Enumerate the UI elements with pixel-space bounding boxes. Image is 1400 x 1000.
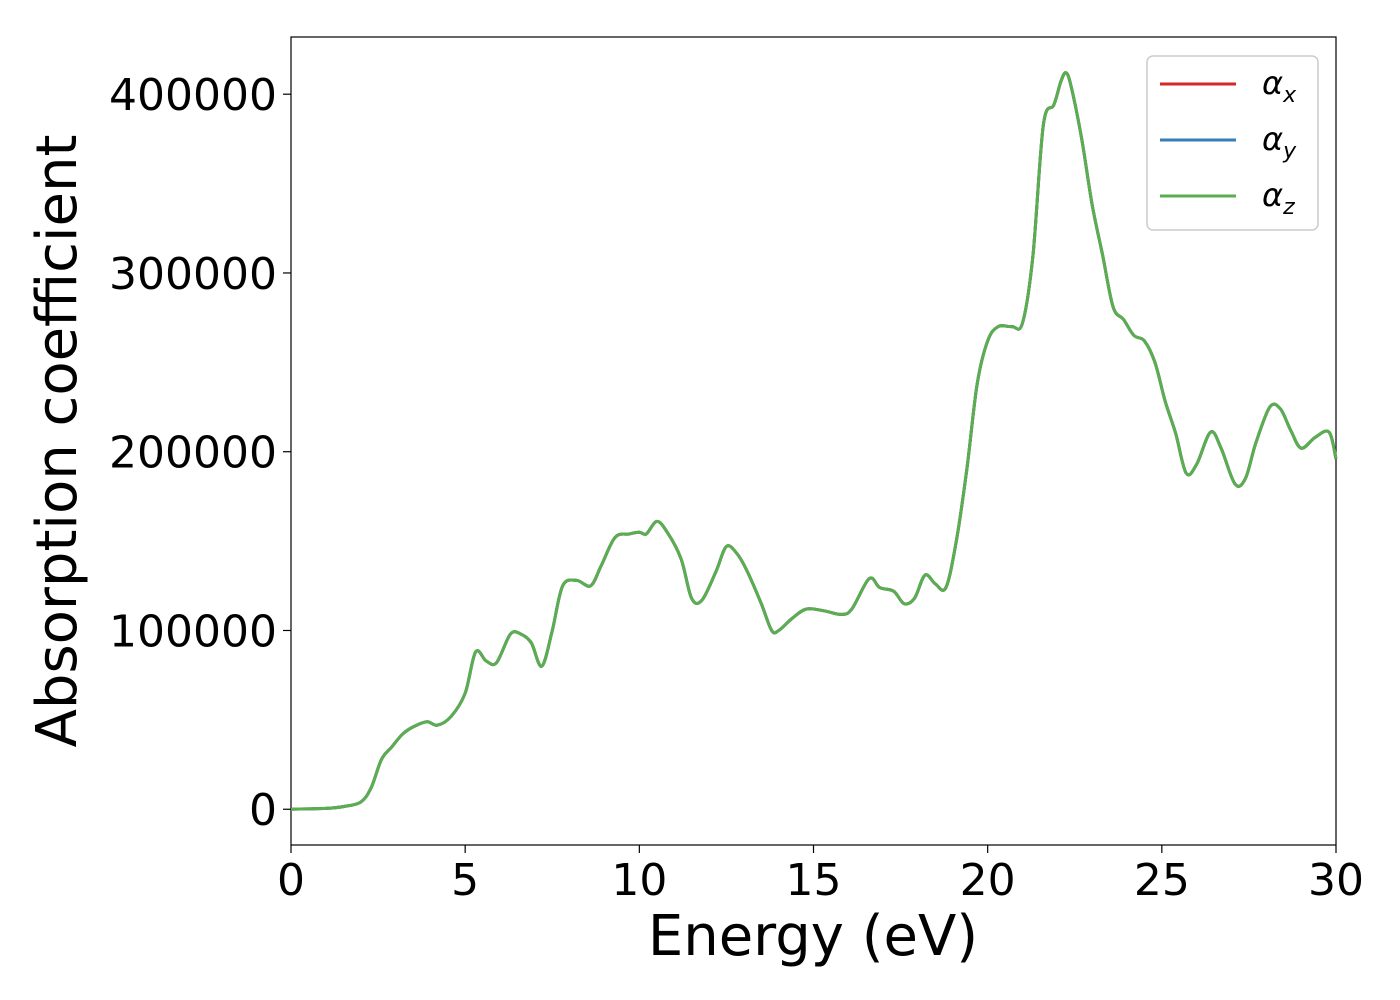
x-axis-title: Energy (eV) bbox=[648, 904, 978, 969]
legend-entry-subscript: x bbox=[1282, 83, 1297, 108]
legend-entry-subscript: z bbox=[1282, 195, 1295, 220]
y-axis: 0 100000 200000 300000 400000 bbox=[109, 70, 291, 836]
x-tick-label: 30 bbox=[1308, 855, 1364, 906]
y-tick-label: 300000 bbox=[109, 249, 277, 300]
series-lines bbox=[290, 71, 1338, 811]
y-tick-label: 200000 bbox=[109, 428, 277, 479]
x-tick-label: 20 bbox=[960, 855, 1016, 906]
x-tick-label: 10 bbox=[611, 855, 667, 906]
legend-entry-alpha-z: αz bbox=[1262, 176, 1295, 220]
x-tick-label: 15 bbox=[786, 855, 842, 906]
y-tick-label: 100000 bbox=[109, 606, 277, 657]
legend-entry-symbol: α bbox=[1262, 64, 1283, 102]
x-tick-label: 25 bbox=[1134, 855, 1190, 906]
legend-entry-alpha-y: αy bbox=[1262, 120, 1297, 164]
legend-box bbox=[1146, 55, 1319, 231]
x-axis: 0 5 10 15 20 25 30 bbox=[277, 845, 1364, 906]
series-line-alpha-z bbox=[290, 71, 1338, 811]
y-axis-title: Absorption coefficient bbox=[25, 135, 90, 748]
y-tick-label: 400000 bbox=[109, 70, 277, 121]
legend-entry-subscript: y bbox=[1282, 139, 1297, 164]
x-tick-label: 5 bbox=[451, 855, 479, 906]
y-tick-label: 0 bbox=[249, 785, 277, 836]
x-tick-label: 0 bbox=[277, 855, 305, 906]
legend-entry-symbol: α bbox=[1262, 120, 1283, 158]
legend-entry-symbol: α bbox=[1262, 176, 1283, 214]
legend-entry-alpha-x: αx bbox=[1262, 64, 1297, 108]
